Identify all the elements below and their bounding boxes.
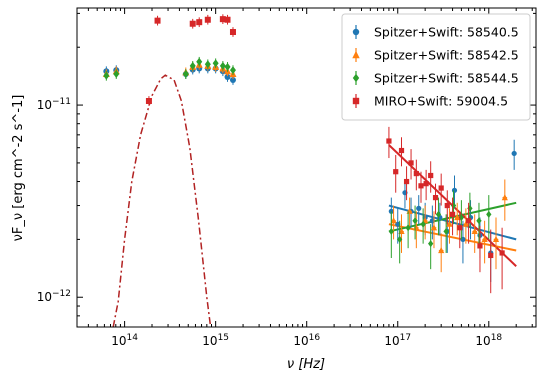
legend-box (341, 13, 531, 121)
y-tick-label: 10−12 (37, 289, 71, 304)
data-point (416, 205, 422, 211)
data-point (471, 227, 478, 235)
data-point (465, 218, 472, 224)
data-point (438, 246, 445, 254)
x-tick-label: 1016 (293, 333, 320, 348)
data-point (388, 227, 394, 236)
data-point (219, 61, 226, 70)
data-point (457, 225, 463, 231)
data-point (444, 202, 450, 209)
data-point (154, 17, 161, 24)
legend-marker (352, 50, 360, 59)
data-point (113, 70, 120, 79)
data-point (212, 59, 219, 68)
data-point (501, 193, 508, 201)
data-point (145, 97, 152, 104)
data-point (395, 221, 401, 227)
data-point (428, 172, 434, 179)
data-point (182, 70, 189, 79)
data-point (397, 235, 403, 243)
data-point (405, 224, 411, 232)
data-point (477, 243, 483, 249)
data-point (204, 60, 211, 69)
data-point (499, 250, 505, 256)
data-point (486, 210, 492, 218)
data-points-layer (102, 14, 517, 294)
data-point (196, 19, 203, 26)
data-point (481, 235, 488, 242)
data-point (224, 73, 231, 80)
data-point (390, 217, 397, 224)
data-point (511, 150, 517, 157)
data-point (398, 147, 405, 154)
data-point (435, 210, 442, 218)
legend: Spitzer+Swift: 58540.5 Spitzer+Swift: 585… (341, 13, 531, 121)
data-point (451, 187, 458, 193)
data-point (428, 240, 434, 248)
legend-marker (352, 28, 360, 36)
model-curve-layer (112, 74, 212, 328)
data-point (418, 183, 424, 189)
data-point (386, 138, 392, 144)
x-tick-label: 1014 (111, 333, 138, 348)
model-curve (112, 74, 212, 328)
legend-label: MIRO+Swift: 59004.5 (374, 94, 508, 109)
data-point (413, 170, 419, 177)
legend-label: Spitzer+Swift: 58542.5 (374, 48, 519, 63)
legend-marker (352, 97, 360, 105)
data-point (443, 227, 449, 236)
data-point (229, 66, 236, 75)
legend-label: Spitzer+Swift: 58544.5 (374, 71, 519, 86)
data-point (449, 211, 456, 217)
data-point (423, 181, 429, 187)
data-point (462, 220, 469, 227)
data-point (450, 201, 457, 210)
data-point (189, 20, 196, 27)
data-point (393, 169, 399, 175)
data-point (224, 62, 231, 71)
data-point (412, 217, 418, 225)
data-point (204, 16, 211, 23)
data-point (103, 71, 110, 80)
data-point (196, 57, 203, 66)
data-point (432, 194, 439, 201)
y-axis-label: νF_ν [erg cm^-2 s^-1] (11, 95, 26, 242)
data-point (430, 224, 438, 231)
data-point (408, 160, 414, 166)
data-point (454, 213, 461, 221)
x-tick-label: 1017 (384, 333, 411, 348)
data-point (438, 185, 444, 191)
tick-labels: 1014 1015 1016 1017 1018 10−12 10−11 (37, 97, 503, 348)
data-point (488, 252, 494, 259)
data-point (446, 220, 453, 227)
data-point (224, 16, 231, 23)
data-point (476, 217, 482, 225)
x-axis-label: ν [Hz] (287, 357, 325, 372)
data-point (189, 61, 196, 70)
legend-label: Spitzer+Swift: 58540.5 (374, 25, 519, 40)
data-point (219, 16, 226, 23)
x-tick-label: 1015 (202, 333, 229, 348)
plot-frame (76, 7, 537, 328)
data-point (229, 77, 236, 84)
x-tick-label: 1018 (475, 333, 502, 348)
data-point (420, 220, 426, 228)
legend-marker (352, 73, 360, 83)
data-point (458, 213, 464, 222)
data-point (403, 178, 410, 185)
data-point (492, 235, 500, 242)
data-point (229, 29, 236, 36)
y-tick-label: 10−11 (37, 97, 71, 112)
